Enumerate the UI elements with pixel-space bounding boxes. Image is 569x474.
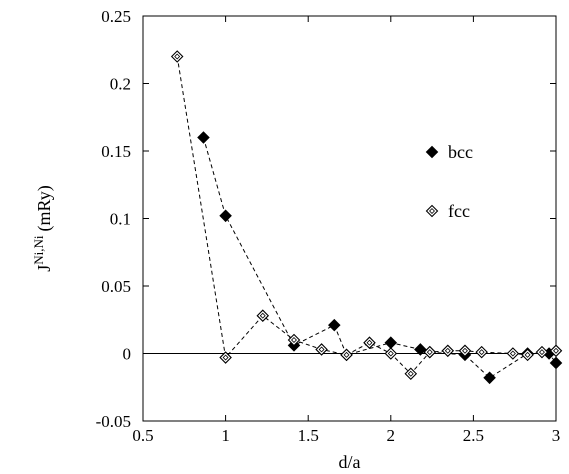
x-tick-label: 1 [221,426,230,445]
y-tick-label: 0 [123,345,132,364]
bcc-point [219,209,232,223]
plot-frame [142,15,557,422]
y-tick-label: 0.25 [101,7,131,26]
y-tick-label: 0.2 [110,75,131,94]
x-tick-label: 2 [387,426,396,445]
fcc-point [441,344,455,358]
x-axis-ticks: 0.5 1 1.5 2 2.5 3 [132,16,560,445]
y-axis-ticks: -0.05 0 0.05 0.1 0.15 0.2 0.25 [96,7,556,431]
x-tick-label: 0.5 [132,426,153,445]
y-tick-label: -0.05 [96,412,131,431]
legend-label-fcc: fcc [448,201,470,221]
fcc-point [549,344,563,358]
fcc-point [219,351,232,364]
fcc-point [475,345,488,359]
y-axis-label-text: JNi,Ni (mRy) [31,185,55,272]
fcc-point [384,347,398,360]
fcc-point [521,348,534,362]
bcc-point [414,343,427,356]
fcc-point [506,347,520,360]
legend-marker-bcc [425,145,439,159]
y-axis-label-unit: (mRy) [34,185,55,231]
x-tick-label: 2.5 [463,426,484,445]
legend-marker-fcc [425,204,439,218]
bcc-point [384,336,398,349]
bcc-point [197,131,210,144]
fcc-point [340,348,353,362]
fcc-point [458,344,472,358]
bcc-series-line [202,137,557,379]
fcc-point [287,333,301,347]
y-axis-label: JNi,Ni (mRy) [31,185,55,272]
x-tick-label: 3 [552,426,561,445]
fcc-point [535,345,549,359]
x-axis-label: d/a [339,452,361,472]
legend: bcc fcc [425,142,473,221]
fcc-series-line [176,56,557,375]
fcc-point [423,345,437,359]
y-tick-label: 0.05 [101,277,131,296]
fcc-point [256,309,270,322]
series-lines [176,56,557,379]
y-tick-label: 0.1 [110,210,131,229]
bcc-point [328,318,341,332]
y-axis-label-main: J [34,265,54,272]
fcc-point [315,343,328,356]
fcc-point [170,50,184,63]
bcc-point [483,371,496,385]
fcc-point [404,367,418,381]
legend-label-bcc: bcc [448,142,473,162]
x-tick-label: 1.5 [298,426,319,445]
y-axis-label-superscript: Ni,Ni [31,235,46,265]
fcc-point [363,336,376,349]
series-points [170,50,563,385]
bcc-point [549,356,563,370]
y-tick-label: 0.15 [101,142,131,161]
